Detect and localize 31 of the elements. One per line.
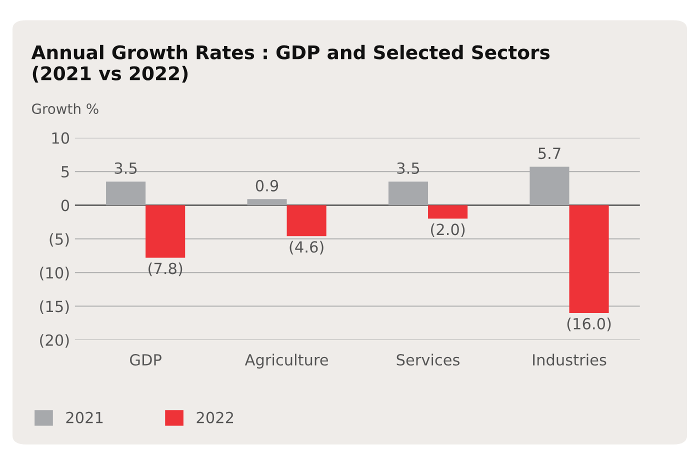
data-label: 0.9 xyxy=(256,180,278,192)
y-axis-title: Growth % xyxy=(32,103,98,114)
data-label: 5.7 xyxy=(538,148,560,160)
data-label: (16.0) xyxy=(567,318,611,332)
bar xyxy=(428,205,468,219)
bar xyxy=(388,182,428,206)
data-label: (2.0) xyxy=(431,223,465,237)
data-label: (7.8) xyxy=(148,262,182,276)
legend-label: 2022 xyxy=(196,412,234,424)
y-tick-label: 10 xyxy=(52,132,70,144)
y-tick-label: 0 xyxy=(61,200,70,212)
x-tick-label: GDP xyxy=(130,354,162,366)
bar xyxy=(247,199,287,206)
bar xyxy=(106,182,146,206)
y-tick-label: (15) xyxy=(40,300,69,314)
y-tick-label: 5 xyxy=(62,166,69,178)
x-tick-label: Services xyxy=(396,354,460,366)
data-label: (4.6) xyxy=(290,240,324,255)
x-tick-label: Agriculture xyxy=(244,354,328,369)
y-tick-label: (5) xyxy=(50,233,69,247)
x-tick-label: Industries xyxy=(533,354,606,366)
legend-label: 2021 xyxy=(66,412,103,424)
data-label: 3.5 xyxy=(397,162,420,174)
y-tick-label: (20) xyxy=(40,334,69,348)
chart-title: Annual Growth Rates : GDP and Selected Sectors (2021 vs 2022) xyxy=(31,44,550,83)
data-label: 3.5 xyxy=(114,162,137,174)
bar xyxy=(286,205,326,236)
bar xyxy=(569,205,609,313)
y-tick-label: (10) xyxy=(40,266,69,280)
bar xyxy=(530,166,570,206)
bar xyxy=(146,205,186,258)
